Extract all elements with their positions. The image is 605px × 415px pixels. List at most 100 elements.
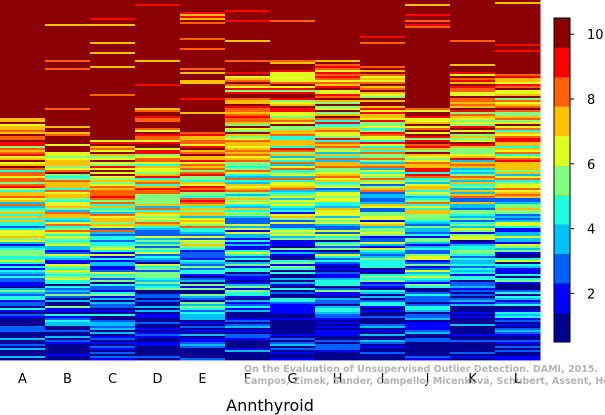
heatmap-cell: [315, 180, 361, 183]
heatmap-cell: [0, 186, 46, 189]
heatmap-cell: [360, 180, 406, 183]
heatmap-cell: [45, 298, 91, 301]
heatmap-cell: [315, 342, 361, 345]
heatmap-cell: [225, 18, 271, 21]
heatmap-cell: [180, 334, 226, 337]
heatmap-cell: [180, 128, 226, 131]
heatmap-cell: [315, 300, 361, 303]
heatmap-cell: [495, 296, 541, 299]
heatmap-cell: [450, 250, 496, 253]
heatmap-cell: [45, 68, 91, 71]
heatmap-cell: [90, 150, 136, 153]
heatmap-cell: [180, 114, 226, 117]
heatmap-cell: [225, 258, 271, 261]
heatmap-cell: [0, 140, 46, 143]
heatmap-cell: [450, 186, 496, 189]
heatmap-cell: [360, 222, 406, 225]
heatmap-cell: [450, 308, 496, 311]
heatmap-cell: [225, 10, 271, 13]
heatmap-cell: [90, 304, 136, 307]
heatmap-cell: [180, 238, 226, 241]
heatmap-cell: [495, 66, 541, 69]
heatmap-cell: [360, 188, 406, 191]
heatmap-cell: [315, 204, 361, 207]
heatmap-cell: [135, 64, 181, 67]
heatmap-cell: [360, 114, 406, 117]
heatmap-cell: [315, 164, 361, 167]
heatmap-cell: [495, 4, 541, 7]
heatmap-cell: [315, 278, 361, 281]
heatmap-cell: [360, 162, 406, 165]
heatmap-cell: [495, 44, 541, 47]
heatmap-cell: [270, 260, 316, 263]
heatmap-cell: [90, 68, 136, 71]
heatmap-cell: [495, 26, 541, 29]
heatmap-cell: [135, 152, 181, 155]
heatmap-cell: [135, 242, 181, 245]
heatmap-cell: [360, 284, 406, 287]
x-tick-label: C: [108, 372, 117, 387]
heatmap-cell: [90, 350, 136, 353]
heatmap-cell: [315, 22, 361, 25]
heatmap-cell: [135, 292, 181, 295]
heatmap-cell: [90, 330, 136, 333]
heatmap-cell: [0, 162, 46, 165]
heatmap-cell: [135, 322, 181, 325]
heatmap-cell: [225, 336, 271, 339]
heatmap-cell: [0, 154, 46, 157]
heatmap-cell: [135, 314, 181, 317]
heatmap-cell: [405, 4, 451, 7]
heatmap-cell: [405, 314, 451, 317]
heatmap-cell: [405, 266, 451, 269]
heatmap-cell: [450, 330, 496, 333]
heatmap-cell: [495, 80, 541, 83]
heatmap-cell: [180, 88, 226, 91]
heatmap-cell: [495, 150, 541, 153]
heatmap-cell: [315, 170, 361, 173]
colorbar-tick-label: 10: [587, 28, 604, 43]
heatmap-cell: [180, 282, 226, 285]
heatmap-cell: [45, 284, 91, 287]
heatmap-cell: [225, 222, 271, 225]
heatmap-cell: [45, 338, 91, 341]
heatmap-cell: [45, 328, 91, 331]
heatmap-cell: [450, 140, 496, 143]
heatmap-cell: [0, 298, 46, 301]
heatmap-cell: [405, 180, 451, 183]
heatmap-cell: [45, 172, 91, 175]
heatmap-cell: [135, 230, 181, 233]
heatmap-cell: [45, 304, 91, 307]
heatmap-cell: [135, 54, 181, 57]
heatmap-cell: [450, 222, 496, 225]
heatmap-cell: [0, 302, 46, 305]
heatmap-cell: [90, 128, 136, 131]
heatmap-cell: [0, 104, 46, 107]
heatmap-cell: [495, 24, 541, 27]
heatmap-cell: [135, 18, 181, 21]
heatmap-cell: [0, 136, 46, 139]
heatmap-cell: [360, 282, 406, 285]
heatmap-cell: [270, 264, 316, 267]
heatmap-cell: [360, 52, 406, 55]
heatmap-cell: [450, 216, 496, 219]
heatmap-cell: [450, 124, 496, 127]
heatmap-cell: [270, 26, 316, 29]
heatmap-cell: [405, 176, 451, 179]
heatmap-cell: [180, 10, 226, 13]
heatmap-cell: [405, 170, 451, 173]
heatmap-cell: [360, 112, 406, 115]
heatmap-cell: [45, 154, 91, 157]
heatmap-cell: [315, 324, 361, 327]
heatmap-cell: [405, 24, 451, 27]
heatmap-cell: [90, 332, 136, 335]
heatmap-cell: [405, 342, 451, 345]
heatmap-cell: [180, 130, 226, 133]
heatmap-cell: [0, 74, 46, 77]
heatmap-cell: [270, 114, 316, 117]
heatmap-cell: [360, 334, 406, 337]
heatmap-cell: [270, 108, 316, 111]
heatmap-cell: [0, 184, 46, 187]
heatmap-cell: [405, 278, 451, 281]
heatmap-cell: [180, 126, 226, 129]
